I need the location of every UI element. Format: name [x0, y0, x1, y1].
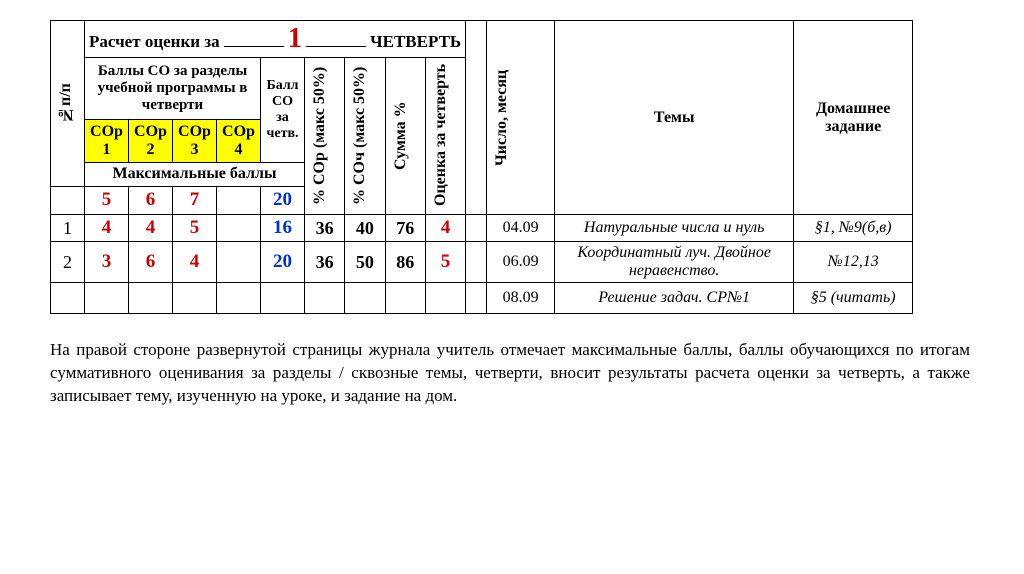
header-max-points: Максимальные баллы [85, 163, 305, 187]
row-num: 1 [51, 215, 85, 242]
cell-s4 [217, 283, 261, 314]
spacer [466, 21, 487, 215]
cell-s3: 5 [173, 215, 217, 242]
cell-s1 [85, 283, 129, 314]
quarter-suffix: ЧЕТВЕРТЬ [370, 32, 461, 51]
cell-s2: 4 [129, 215, 173, 242]
quarter-prefix: Расчет оценки за [89, 32, 220, 51]
cell-hw: №12,13 [794, 242, 913, 283]
cell-s1: 3 [85, 242, 129, 283]
cell-psor: 36 [305, 242, 345, 283]
header-sum-pct: Сумма % [390, 60, 412, 212]
cell-topic: Решение задач. СР№1 [555, 283, 794, 314]
cell-date: 08.09 [487, 283, 555, 314]
max-s4 [217, 186, 261, 214]
max-s3: 7 [173, 186, 217, 214]
cell-grade [425, 283, 465, 314]
header-pct-soch: % СОч (макс 50%) [349, 60, 371, 212]
cell-soch: 16 [261, 215, 305, 242]
header-sor2: СОр 2 [129, 120, 173, 163]
header-ball-soch: Балл СО за четв. [261, 58, 305, 163]
cell-psoch: 50 [345, 242, 385, 283]
max-s2: 6 [129, 186, 173, 214]
cell-s1: 4 [85, 215, 129, 242]
header-homework: Домашнее задание [794, 21, 913, 215]
cell-psoch [345, 283, 385, 314]
quarter-number: 1 [284, 23, 306, 54]
grade-table: №п/п Расчет оценки за 1 ЧЕТВЕРТЬ Число, … [50, 20, 913, 314]
table-row: 2 3 6 4 20 36 50 86 5 06.09 Координатный… [51, 242, 913, 283]
cell-date: 04.09 [487, 215, 555, 242]
header-sor4: СОр 4 [217, 120, 261, 163]
table-row: 1 4 4 5 16 36 40 76 4 04.09 Натуральные … [51, 215, 913, 242]
header-grade: Оценка за четверть [430, 60, 452, 212]
cell-psor [305, 283, 345, 314]
cell-sum: 86 [385, 242, 425, 283]
cell-grade: 4 [425, 215, 465, 242]
cell-sum: 76 [385, 215, 425, 242]
cell-spacer [466, 283, 487, 314]
header-sor-group: Баллы СО за разделы учебной программы в … [85, 58, 261, 120]
cell-psoch: 40 [345, 215, 385, 242]
cell-grade: 5 [425, 242, 465, 283]
row-num: 2 [51, 242, 85, 283]
table-row: 08.09 Решение задач. СР№1 §5 (читать) [51, 283, 913, 314]
header-date: Число, месяц [491, 42, 550, 194]
cell-s3: 4 [173, 242, 217, 283]
cell-s2: 6 [129, 242, 173, 283]
cell-s4 [217, 215, 261, 242]
cell-hw: §5 (читать) [794, 283, 913, 314]
cell-spacer [466, 242, 487, 283]
max-s1: 5 [85, 186, 129, 214]
cell-date: 06.09 [487, 242, 555, 283]
cell-hw: §1, №9(б,в) [794, 215, 913, 242]
cell-sum [385, 283, 425, 314]
cell-soch [261, 283, 305, 314]
header-topics: Темы [555, 21, 794, 215]
cell-blank [51, 186, 85, 214]
cell-spacer [466, 215, 487, 242]
cell-soch: 20 [261, 242, 305, 283]
cell-topic: Координатный луч. Двойное неравенство. [555, 242, 794, 283]
cell-s3 [173, 283, 217, 314]
max-soch: 20 [261, 186, 305, 214]
header-pct-sor: % СОр (макс 50%) [309, 60, 331, 212]
cell-topic: Натуральные числа и нуль [555, 215, 794, 242]
cell-s4 [217, 242, 261, 283]
header-sor1: СОр 1 [85, 120, 129, 163]
cell-psor: 36 [305, 215, 345, 242]
header-sor3: СОр 3 [173, 120, 217, 163]
row-num [51, 283, 85, 314]
quarter-title: Расчет оценки за 1 ЧЕТВЕРТЬ [85, 21, 466, 58]
description-paragraph: На правой стороне развернутой страницы ж… [50, 339, 970, 408]
header-row-num: №п/п [55, 27, 77, 179]
cell-s2 [129, 283, 173, 314]
